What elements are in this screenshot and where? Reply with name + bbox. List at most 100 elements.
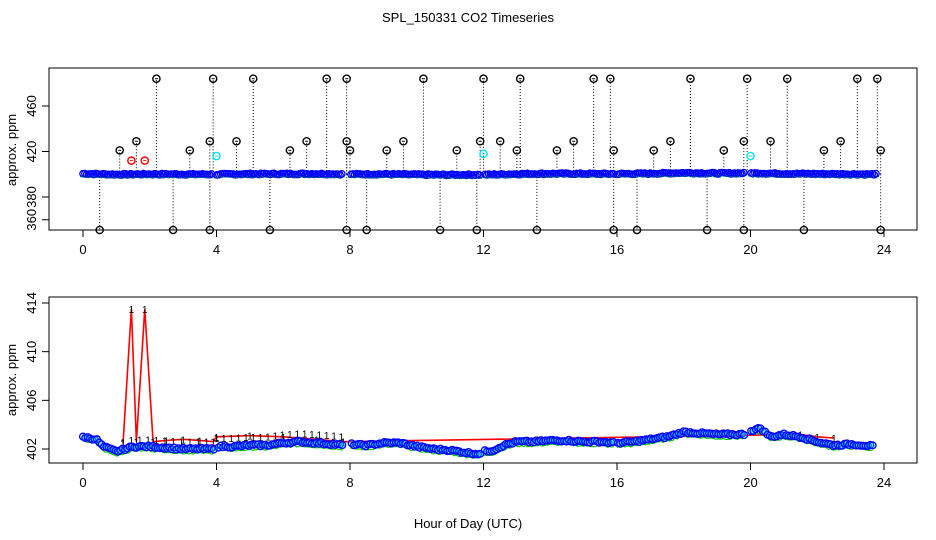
red-max-marker: 1 <box>228 434 234 445</box>
mid-outlier-point <box>302 136 311 146</box>
top-x-tick-label: 24 <box>877 242 891 257</box>
baseline-point <box>609 169 618 178</box>
high-outlier-point <box>322 74 331 83</box>
high-outlier-point <box>342 74 351 83</box>
mid-outlier-point <box>552 146 562 155</box>
baseline-point <box>246 169 254 178</box>
bottom-x-tick-label: 24 <box>877 475 891 490</box>
red-max-marker: 1 <box>331 432 337 443</box>
red-max-marker: 1 <box>280 433 286 444</box>
mid-outlier-point <box>719 146 729 155</box>
bottom-panel-y-axis: 402 406 410 414 <box>24 292 50 460</box>
high-outlier-point <box>515 74 525 83</box>
mid-outlier-point <box>609 146 618 155</box>
red-max-marker: 1 <box>221 434 227 445</box>
mid-outlier-point <box>766 136 775 146</box>
red-max-marker: 1 <box>120 439 126 450</box>
chart-title: SPL_150331 CO2 Timeseries <box>382 10 554 25</box>
mid-outlier-point <box>345 146 355 155</box>
top-x-tick-label: 12 <box>476 242 490 257</box>
high-outlier-point <box>606 74 615 83</box>
high-outlier-point <box>873 74 882 83</box>
red-max-marker: 1 <box>294 429 300 440</box>
mid-outlier-point <box>342 136 351 146</box>
bottom-y-tick-label: 410 <box>24 341 39 363</box>
mid-outlier-point <box>649 146 659 155</box>
top-x-tick-label: 20 <box>743 242 757 257</box>
mid-outlier-point <box>452 146 462 155</box>
mid-outlier-point <box>205 136 215 146</box>
bottom-x-tick-label: 8 <box>346 475 353 490</box>
top-x-tick-label: 8 <box>346 242 353 257</box>
top-panel-x-axis: 0 4 8 12 16 20 24 <box>79 229 891 257</box>
red-max-marker: 1 <box>280 430 286 441</box>
red-max-marker: 1 <box>210 438 216 449</box>
red-max-marker: 1 <box>302 430 308 441</box>
red-max-line <box>122 309 834 443</box>
red-max-marker: 1 <box>120 438 126 449</box>
baseline-point <box>475 171 484 179</box>
red-max-marker: 1 <box>142 305 148 316</box>
baseline-point <box>337 169 346 178</box>
top-x-tick-label: 4 <box>213 242 220 257</box>
red-max-marker: 1 <box>258 433 264 444</box>
mid-outlier-point <box>819 146 829 155</box>
top-x-tick-label: 16 <box>610 242 624 257</box>
baseline-point <box>207 170 216 178</box>
bottom-y-tick-label: 414 <box>24 292 39 314</box>
red-max-marker: 1 <box>187 438 193 449</box>
high-outlier-point <box>248 74 258 83</box>
red-max-marker: 1 <box>250 433 256 444</box>
high-outlier-point <box>782 74 792 83</box>
red-max-marker: 1 <box>265 433 271 444</box>
red-max-marker: 1 <box>287 430 293 441</box>
high-outlier-point <box>419 74 428 83</box>
red-max-marker: 1 <box>164 436 170 447</box>
mean-point <box>868 441 877 450</box>
baseline-point <box>872 169 880 178</box>
red-max-marker: 1 <box>195 438 201 449</box>
bottom-x-tick-label: 12 <box>476 475 490 490</box>
bottom-panel-x-axis: 0 4 8 12 16 20 24 <box>79 462 891 490</box>
baseline-point <box>462 171 471 180</box>
red-max-marker: 1 <box>145 435 151 446</box>
high-outlier-point <box>589 74 598 83</box>
top-x-tick-label: 0 <box>79 242 86 257</box>
top-y-tick-label: 380 <box>24 186 39 208</box>
baseline-point <box>117 171 126 179</box>
top-y-tick-label: 460 <box>24 95 39 117</box>
red-max-marker: 1 <box>214 433 220 444</box>
mean-point <box>740 431 749 440</box>
high-outlier-point <box>686 74 695 83</box>
red-max-marker: 1 <box>129 436 135 447</box>
baseline-point <box>739 168 748 177</box>
bottom-y-tick-label: 402 <box>24 438 39 460</box>
red-max-marker: 1 <box>179 438 185 449</box>
red-max-marker: 1 <box>204 438 210 449</box>
mid-outlier-point <box>876 146 885 155</box>
red-max-marker: 1 <box>243 433 249 444</box>
cyan-point <box>212 151 221 161</box>
red-max-marker: 1 <box>324 431 330 442</box>
red-max-marker: 1 <box>129 305 135 316</box>
red-point <box>140 156 150 165</box>
red-max-marker: 1 <box>137 435 143 446</box>
mid-outlier-point <box>399 136 408 146</box>
mid-outlier-point <box>185 146 195 155</box>
mid-outlier-point <box>232 136 241 146</box>
baseline-point <box>255 170 264 179</box>
top-y-tick-label: 360 <box>24 209 39 231</box>
high-outlier-point <box>479 74 488 83</box>
red-max-marker: 1 <box>154 436 160 447</box>
mid-outlier-point <box>382 146 392 155</box>
top-panel-marks <box>79 74 885 235</box>
mid-outlier-point <box>512 146 522 155</box>
mid-outlier-point <box>285 146 295 155</box>
mid-outlier-point <box>115 146 125 155</box>
green-min-line <box>216 444 343 453</box>
red-point <box>127 156 136 165</box>
